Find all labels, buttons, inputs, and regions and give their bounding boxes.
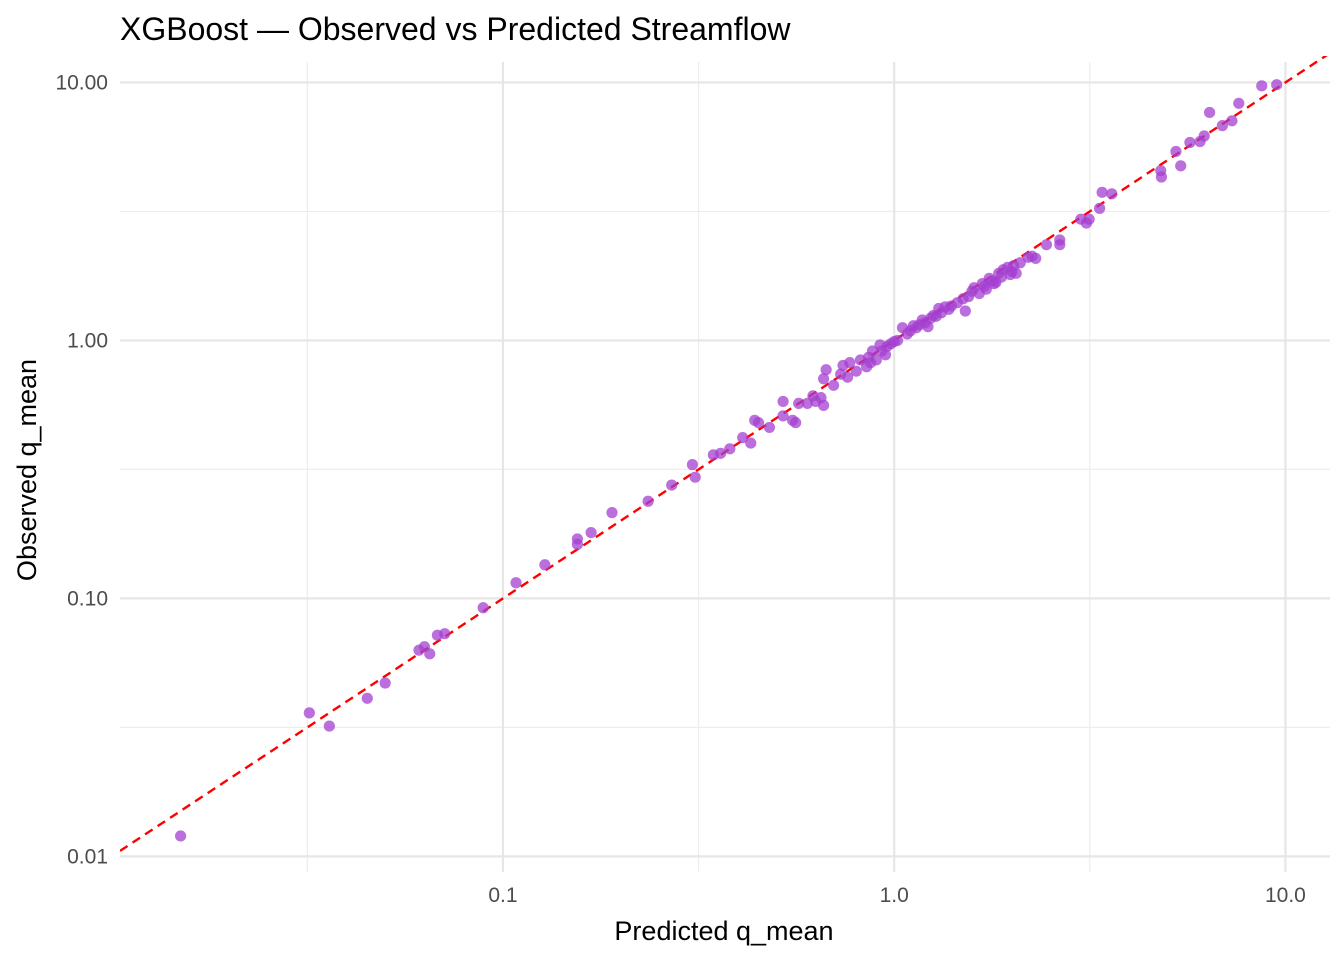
data-point [1014,257,1026,269]
data-point [724,443,736,455]
data-point [820,364,832,376]
data-point [714,447,727,459]
data-point [477,602,489,614]
y-axis-title: Observed q_mean [12,359,42,581]
data-point [361,692,373,704]
data-point [1010,267,1022,279]
data-point [1054,239,1066,251]
data-point [606,507,618,519]
data-point [539,559,551,571]
data-points [175,79,1283,842]
y-tick-label: 10.00 [55,71,108,94]
data-point [1170,145,1182,158]
data-point [777,410,789,422]
data-point [922,321,934,333]
x-tick-label: 1.0 [880,884,909,907]
x-tick-label: 0.1 [488,884,517,907]
data-point [510,577,522,589]
chart-title: XGBoost — Observed vs Predicted Streamfl… [120,11,791,47]
data-point [980,283,992,295]
tick-labels: 0.1 1.0 10.0 0.01 0.10 1.00 10.00 [55,71,1305,907]
data-point [1233,97,1245,109]
data-point [790,417,802,429]
data-point [793,397,805,409]
data-point [866,345,879,357]
data-point [175,830,187,842]
data-point [817,399,830,411]
data-point [737,432,749,444]
data-point [745,437,757,449]
data-point [1271,79,1283,91]
data-point [959,305,971,317]
data-point [1040,239,1053,251]
data-point [379,677,391,689]
y-tick-label: 0.01 [67,845,108,868]
data-point [1198,130,1210,142]
data-point [1216,120,1228,132]
data-point [817,373,830,385]
data-point [1226,115,1238,127]
data-point [850,365,862,377]
data-point [689,471,701,483]
data-point [777,395,789,408]
data-point [1094,202,1106,214]
x-axis-title: Predicted q_mean [614,916,833,946]
data-point [752,417,765,429]
data-point [1155,171,1168,183]
data-point [439,628,451,640]
data-point [844,357,856,369]
data-point [323,720,335,732]
data-point [763,421,776,434]
data-point [1106,188,1118,200]
data-point [666,479,678,491]
data-point [303,707,315,719]
data-point [571,533,584,545]
data-point [1030,252,1042,264]
y-tick-label: 1.00 [67,329,108,352]
data-point [424,648,436,660]
data-point [585,526,597,539]
data-point [1203,106,1216,119]
data-point [879,349,892,361]
data-point [1256,80,1268,92]
grid [120,62,1330,872]
data-point [1096,186,1108,198]
data-point [841,371,854,383]
data-point [1184,136,1196,149]
data-point [870,354,882,366]
data-point [642,495,654,507]
y-tick-label: 0.10 [67,587,108,610]
data-point [1083,213,1095,225]
x-tick-label: 10.0 [1265,884,1306,907]
data-point [1175,160,1187,172]
data-point [827,379,840,391]
data-point [686,459,699,471]
data-point [891,334,904,347]
